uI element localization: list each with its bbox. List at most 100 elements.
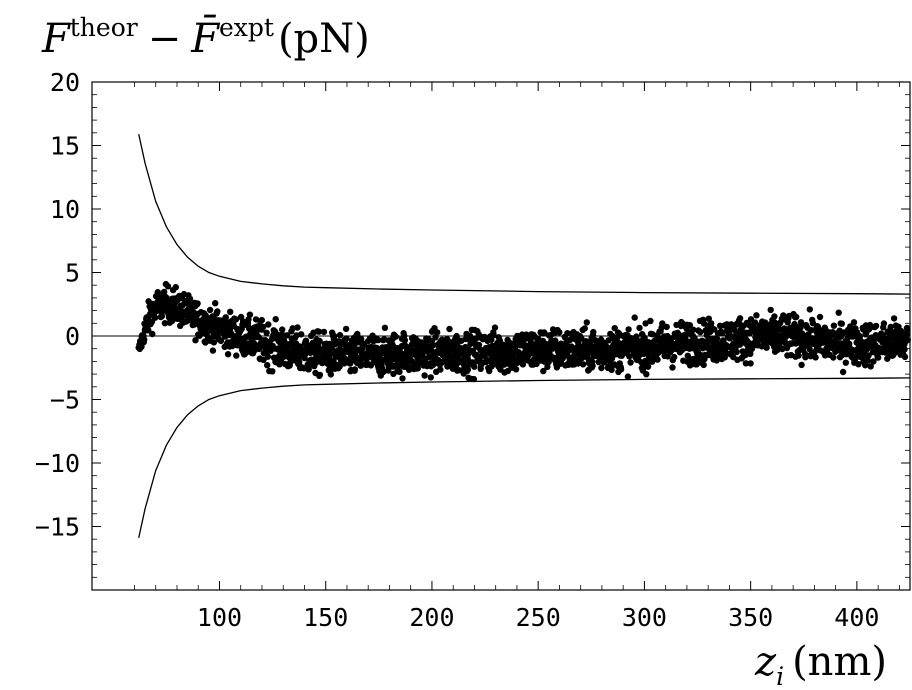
- data-point: [432, 334, 439, 341]
- data-point: [763, 344, 770, 351]
- data-point: [617, 366, 625, 373]
- tick-labels-group: 100 150 200 250 300 350 400 20 15 10 5 0 −5 −10 −15: [35, 68, 880, 632]
- data-point: [490, 331, 497, 339]
- data-point: [812, 354, 819, 361]
- data-point: [269, 368, 276, 375]
- x-tick-label: 250: [516, 603, 561, 632]
- data-point: [589, 362, 596, 370]
- data-point: [852, 354, 860, 361]
- data-point: [771, 313, 778, 320]
- data-point: [327, 371, 334, 378]
- data-point: [294, 324, 301, 331]
- data-point: [691, 335, 698, 342]
- data-point: [705, 315, 712, 322]
- data-point: [611, 325, 618, 332]
- data-point: [278, 331, 286, 338]
- x-tick-label: 200: [409, 603, 454, 632]
- data-point: [797, 319, 805, 326]
- data-point: [264, 362, 271, 369]
- data-point: [793, 313, 800, 321]
- data-point: [901, 346, 908, 353]
- data-point: [643, 371, 650, 378]
- data-point: [375, 336, 382, 344]
- data-point: [475, 341, 483, 349]
- y-tick-label: 5: [65, 259, 80, 288]
- data-point: [217, 337, 225, 345]
- data-point: [149, 330, 156, 338]
- data-point: [874, 354, 882, 361]
- data-point: [598, 364, 605, 372]
- x-title-unit: (nm): [792, 639, 887, 685]
- data-point: [214, 308, 221, 315]
- data-point: [880, 320, 888, 327]
- data-point: [847, 323, 854, 330]
- data-point: [806, 306, 813, 313]
- data-point: [283, 332, 291, 339]
- y-axis-title: Ftheor − F̄expt (pN): [41, 13, 370, 62]
- data-point: [627, 359, 634, 366]
- data-point: [164, 283, 172, 290]
- data-point: [903, 331, 910, 338]
- data-point: [762, 319, 769, 326]
- data-point: [491, 324, 499, 331]
- y-tick-label: 15: [50, 132, 80, 161]
- x-tick-label: 100: [197, 603, 242, 632]
- data-point: [904, 336, 911, 344]
- x-tick-label: 150: [303, 603, 348, 632]
- data-point: [690, 326, 697, 333]
- data-point: [649, 331, 656, 338]
- data-point: [668, 335, 675, 342]
- data-point: [694, 344, 701, 351]
- data-point: [556, 329, 563, 336]
- y-tick-label: 10: [50, 195, 80, 224]
- data-point: [464, 366, 471, 373]
- data-point: [272, 316, 279, 323]
- data-point: [697, 328, 704, 336]
- data-point: [209, 347, 217, 354]
- data-point: [654, 356, 661, 363]
- data-point: [686, 322, 693, 329]
- data-point: [575, 339, 582, 347]
- data-point: [533, 360, 540, 367]
- data-point: [625, 326, 632, 333]
- data-point: [671, 353, 678, 361]
- data-point: [624, 373, 632, 380]
- data-point: [884, 355, 891, 362]
- y-title-sup2: expt: [219, 13, 274, 42]
- y-title-sup1: theor: [70, 13, 138, 42]
- scatter-points-group: [135, 280, 911, 383]
- y-title-base: F: [41, 16, 71, 62]
- data-point: [429, 342, 436, 349]
- data-point: [890, 315, 898, 322]
- data-point: [608, 366, 615, 374]
- data-point: [260, 323, 267, 331]
- data-point: [581, 325, 588, 332]
- data-point: [872, 322, 880, 330]
- data-point: [437, 366, 444, 373]
- data-point: [427, 374, 434, 381]
- data-point: [519, 361, 527, 368]
- data-point: [351, 366, 359, 373]
- data-point: [264, 353, 272, 360]
- data-point: [316, 371, 324, 379]
- data-point: [669, 364, 676, 371]
- x-title-sub: i: [776, 662, 784, 690]
- data-point: [887, 323, 894, 331]
- data-point: [446, 325, 453, 333]
- data-point: [904, 326, 911, 333]
- data-point: [316, 337, 323, 345]
- data-point: [263, 329, 270, 336]
- data-point: [663, 323, 670, 331]
- x-tick-label: 400: [834, 603, 879, 632]
- data-point: [343, 335, 350, 342]
- data-point: [747, 350, 754, 357]
- data-point: [644, 363, 652, 370]
- data-point: [342, 325, 350, 333]
- data-point: [258, 316, 265, 324]
- data-point: [751, 319, 759, 326]
- data-point: [579, 361, 587, 368]
- data-point: [194, 300, 201, 307]
- upper-confidence-curve: [138, 133, 911, 295]
- data-point: [870, 358, 877, 365]
- data-point: [206, 306, 214, 314]
